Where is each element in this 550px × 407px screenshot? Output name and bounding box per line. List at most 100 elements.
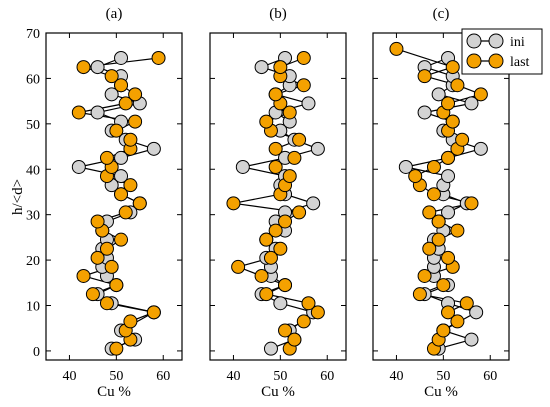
data-point-last	[128, 114, 143, 129]
y-axis-title: h/<d>	[10, 179, 26, 215]
data-point-last	[268, 159, 283, 174]
panel-b-x-axis-title: Cu %	[261, 384, 295, 400]
data-point-last	[109, 341, 124, 356]
legend-ini-marker-right	[488, 33, 504, 49]
data-point-last	[445, 114, 460, 129]
data-point-ini	[235, 159, 250, 174]
y-tick-label: 30	[26, 209, 40, 224]
data-point-last	[287, 332, 302, 347]
data-point-last	[268, 87, 283, 102]
data-point-ini	[306, 196, 321, 211]
legend-last-marker-right	[488, 53, 504, 69]
data-point-last	[109, 123, 124, 138]
data-point-last	[450, 223, 465, 238]
x-tick-label: 50	[109, 369, 123, 384]
data-point-last	[441, 150, 456, 165]
data-point-last	[455, 132, 470, 147]
panel-a-plot: 0 10 20 30 40 50 60 70 40 50 60	[26, 27, 183, 384]
data-point-last	[441, 250, 456, 265]
data-point-ini	[114, 150, 129, 165]
panel-a: (a) Cu %	[97, 6, 131, 400]
data-point-last	[123, 314, 138, 329]
panel-a-title: (a)	[106, 6, 123, 22]
legend-ini-marker-left	[466, 33, 482, 49]
data-point-last	[282, 169, 297, 184]
data-point-ini	[263, 341, 278, 356]
data-point-last	[310, 305, 325, 320]
data-point-ini	[441, 205, 456, 220]
panel-b: (b) Cu %	[261, 6, 295, 400]
data-point-last	[464, 196, 479, 211]
data-point-ini	[417, 105, 432, 120]
data-point-last	[231, 259, 246, 274]
data-point-last	[123, 178, 138, 193]
data-point-last	[296, 78, 311, 93]
panel-c-frame	[372, 32, 510, 361]
data-point-last	[104, 259, 119, 274]
data-point-last	[408, 169, 423, 184]
data-point-ini	[301, 96, 316, 111]
data-point-last	[278, 278, 293, 293]
panel-c: (c) Cu %	[424, 6, 458, 400]
data-point-last	[259, 114, 274, 129]
y-tick-label: 0	[33, 345, 40, 360]
data-point-ini	[431, 87, 446, 102]
data-point-last	[273, 241, 288, 256]
data-point-ini	[473, 141, 488, 156]
data-point-last	[282, 105, 297, 120]
data-point-ini	[71, 159, 86, 174]
data-point-ini	[464, 332, 479, 347]
x-tick-label: 60	[483, 369, 497, 384]
data-point-last	[301, 296, 316, 311]
data-point-last	[426, 159, 441, 174]
data-point-last	[287, 150, 302, 165]
data-point-last	[99, 296, 114, 311]
x-tick-label: 40	[389, 369, 403, 384]
data-point-last	[273, 60, 288, 75]
panel-c-title: (c)	[433, 6, 450, 22]
data-point-ini	[398, 159, 413, 174]
panel-b-title: (b)	[269, 6, 287, 22]
data-point-last	[436, 278, 451, 293]
data-point-ini	[254, 60, 269, 75]
data-point-last	[114, 78, 129, 93]
data-point-ini	[114, 50, 129, 65]
data-point-last	[278, 323, 293, 338]
data-point-last	[259, 232, 274, 247]
data-point-last	[292, 205, 307, 220]
data-point-last	[441, 305, 456, 320]
data-point-last	[422, 205, 437, 220]
data-point-last	[109, 278, 124, 293]
data-point-ini	[469, 305, 484, 320]
data-point-last	[436, 323, 451, 338]
data-point-ini	[90, 105, 105, 120]
y-tick-label: 50	[26, 118, 40, 133]
panel-b-frame	[209, 32, 347, 361]
data-point-last	[292, 132, 307, 147]
data-point-last	[90, 250, 105, 265]
data-point-ini	[441, 169, 456, 184]
data-point-last	[104, 69, 119, 84]
data-point-last	[99, 150, 114, 165]
data-point-last	[151, 50, 166, 65]
x-tick-label: 60	[320, 369, 334, 384]
data-point-ini	[90, 60, 105, 75]
panel-b-plot: 40 50 60	[209, 32, 347, 384]
data-point-last	[412, 287, 427, 302]
plot-layer: 0 10 20 30 40 50 60 70 40 50 60 40 50 60 40 50 60	[26, 27, 510, 384]
data-point-last	[278, 214, 293, 229]
data-point-last	[450, 314, 465, 329]
data-point-last	[422, 241, 437, 256]
legend-last-label: last	[510, 55, 530, 70]
data-point-last	[99, 241, 114, 256]
data-point-last	[426, 187, 441, 202]
data-point-last	[259, 287, 274, 302]
x-tick-label: 40	[62, 369, 76, 384]
data-point-last	[445, 60, 460, 75]
legend: ini last	[461, 28, 543, 75]
data-point-last	[226, 196, 241, 211]
data-point-last	[132, 196, 147, 211]
data-point-last	[118, 205, 133, 220]
data-point-last	[118, 96, 133, 111]
y-tick-label: 40	[26, 163, 40, 178]
